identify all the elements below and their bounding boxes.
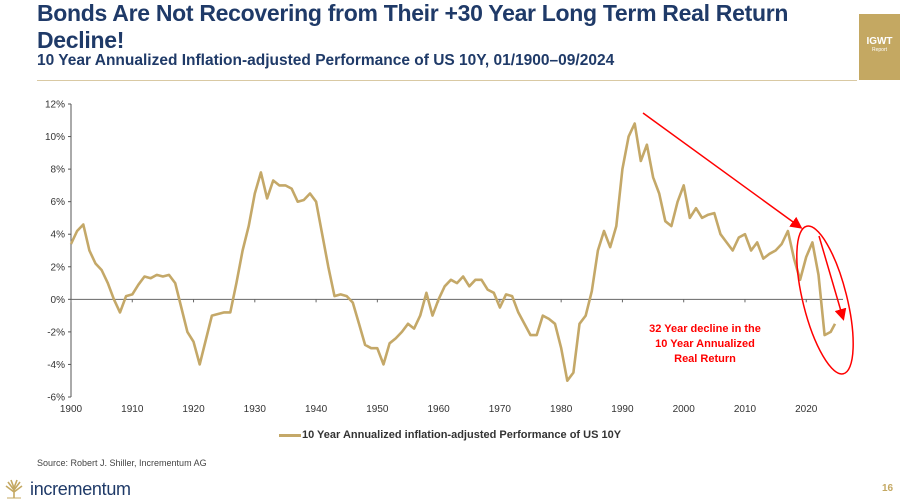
- y-tick-label: 10%: [45, 132, 65, 143]
- incrementum-logo: incrementum: [4, 478, 131, 500]
- y-tick-label: -4%: [47, 360, 65, 371]
- page-subtitle: 10 Year Annualized Inflation-adjusted Pe…: [37, 52, 615, 69]
- x-tick-label: 1920: [182, 404, 205, 415]
- tree-logo-icon: [5, 479, 23, 499]
- x-tick-label: 1990: [611, 404, 634, 415]
- y-tick-label: 12%: [45, 100, 65, 111]
- x-tick-label: 1980: [550, 404, 573, 415]
- decline-arrow: [818, 235, 847, 321]
- page-title: Bonds Are Not Recovering from Their +30 …: [37, 0, 789, 53]
- y-tick-label: 4%: [51, 230, 66, 241]
- y-tick-label: -2%: [47, 327, 65, 338]
- logo-wordmark: incrementum: [30, 478, 131, 499]
- y-tick-label: 8%: [51, 165, 66, 176]
- trend-arrow: [642, 112, 803, 229]
- legend-swatch: [278, 433, 301, 437]
- x-tick-label: 2000: [673, 404, 696, 415]
- x-tick-label: 1930: [244, 404, 267, 415]
- page-number: 16: [882, 483, 894, 494]
- x-tick-label: 1950: [366, 404, 389, 415]
- y-tick-label: 2%: [51, 262, 66, 273]
- x-tick-label: 1960: [427, 404, 450, 415]
- series-line: [69, 122, 837, 383]
- x-tick-label: 1940: [305, 404, 328, 415]
- annotation-line-3: Real Return: [674, 353, 736, 365]
- line-chart: -6% -4% -2% 0% 2% 4% 6% 8% 10% 12% 1900 1910 1920 193…: [45, 100, 854, 415]
- igwt-report-badge: IGWT Report: [859, 14, 900, 80]
- highlight-ellipse: [796, 225, 854, 375]
- source-note: Source: Robert J. Shiller, Incrementum A…: [37, 458, 207, 468]
- annotation-line-2: 10 Year Annualized: [655, 338, 755, 350]
- chart-legend: 10 Year Annualized inflation-adjusted Pe…: [0, 429, 900, 441]
- y-tick-label: 6%: [51, 197, 66, 208]
- y-tick-label: 0%: [51, 295, 66, 306]
- badge-sub: Report: [871, 47, 887, 53]
- annotation-line-1: 32 Year decline in the: [649, 323, 761, 335]
- annotation-text: 32 Year decline in the 10 Year Annualize…: [620, 322, 790, 367]
- x-tick-label: 2010: [734, 404, 757, 415]
- x-tick-label: 2020: [795, 404, 818, 415]
- x-tick-label: 1910: [121, 404, 144, 415]
- x-tick-label: 1970: [489, 404, 512, 415]
- x-tick-label: 1900: [60, 404, 83, 415]
- title-divider: [37, 80, 857, 81]
- legend-label: 10 Year Annualized inflation-adjusted Pe…: [301, 429, 622, 441]
- badge-main: IGWT: [866, 36, 893, 47]
- y-tick-label: -6%: [47, 393, 65, 404]
